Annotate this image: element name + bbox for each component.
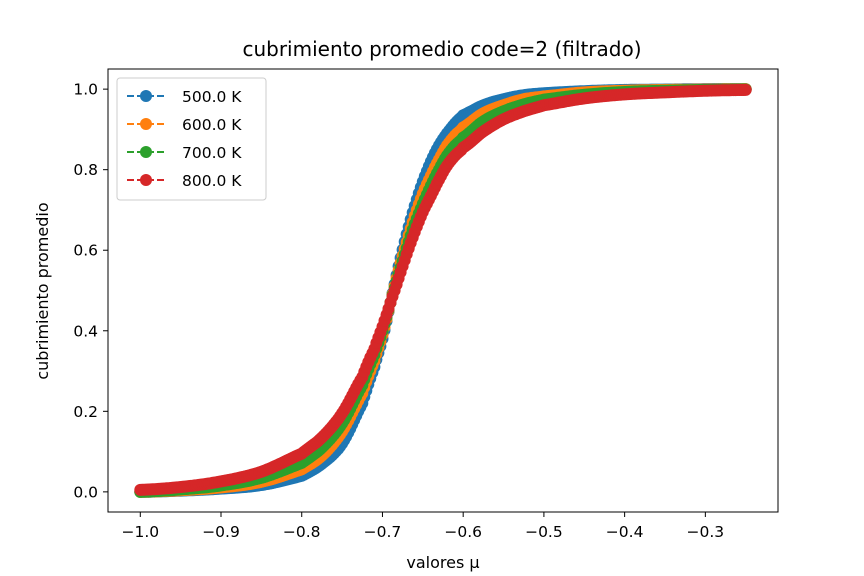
y-tick-label: 0.2 xyxy=(73,403,98,421)
legend-box xyxy=(116,77,267,201)
y-axis-label: cubrimiento promedio xyxy=(33,202,52,379)
x-tick-label: −0.7 xyxy=(364,523,402,541)
x-axis-label: valores μ xyxy=(406,553,479,572)
plot-frame xyxy=(107,68,779,513)
legend-marker xyxy=(140,174,152,186)
legend-marker xyxy=(140,90,152,102)
x-tick-label: −1.0 xyxy=(121,523,159,541)
legend-item: 600.0 K xyxy=(127,116,242,134)
y-tick-label: 0.6 xyxy=(73,242,98,260)
y-tick-label: 0.4 xyxy=(73,322,98,340)
legend-label: 800.0 K xyxy=(182,172,242,190)
x-tick-label: −0.5 xyxy=(525,523,563,541)
legend: 500.0 K 600.0 K 700.0 K 800.0 K xyxy=(116,77,267,201)
y-tick-label: 0.0 xyxy=(73,483,98,501)
y-tick-label: 1.0 xyxy=(73,81,98,99)
plot-area xyxy=(134,83,752,498)
y-axis: 0.0 0.2 0.4 0.6 0.8 1.0 xyxy=(73,81,108,501)
x-tick-label: −0.9 xyxy=(202,523,240,541)
legend-label: 600.0 K xyxy=(182,116,242,134)
legend-label: 700.0 K xyxy=(182,144,242,162)
chart-title: cubrimiento promedio code=2 (filtrado) xyxy=(242,37,641,61)
legend-label: 500.0 K xyxy=(182,88,242,106)
x-tick-label: −0.3 xyxy=(687,523,725,541)
legend-marker xyxy=(140,118,152,130)
x-tick-label: −0.6 xyxy=(444,523,482,541)
legend-marker xyxy=(140,146,152,158)
x-axis: −1.0 −0.9 −0.8 −0.7 −0.6 −0.5 −0.4 −0.3 xyxy=(121,512,724,541)
legend-item: 700.0 K xyxy=(127,144,242,162)
legend-item: 800.0 K xyxy=(127,172,242,190)
series-800-0-k xyxy=(134,83,752,496)
legend-item: 500.0 K xyxy=(127,88,242,106)
y-tick-label: 0.8 xyxy=(73,161,98,179)
data-point xyxy=(739,83,752,96)
x-tick-label: −0.4 xyxy=(606,523,644,541)
x-tick-label: −0.8 xyxy=(283,523,321,541)
